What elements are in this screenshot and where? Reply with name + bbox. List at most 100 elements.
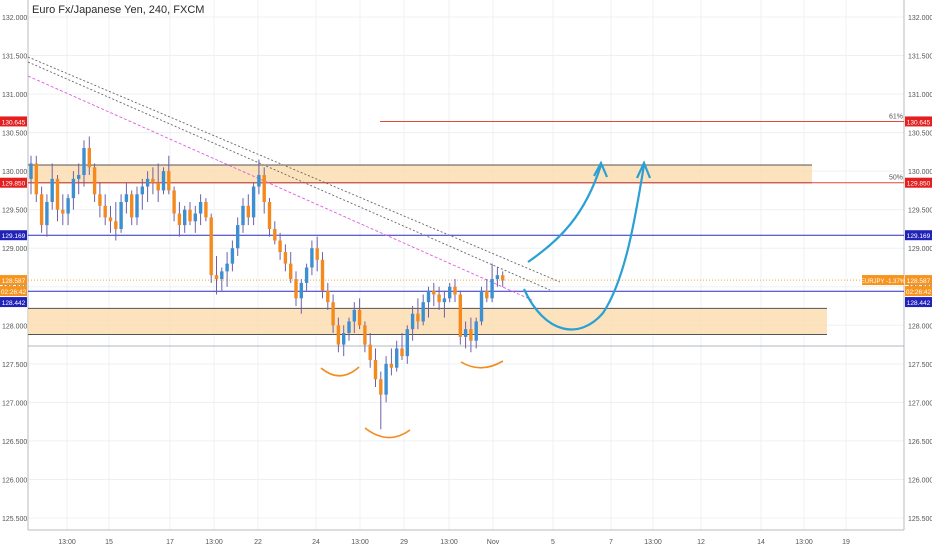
candle-body [193,213,197,222]
y-tick-label-right: 125.500 [908,516,932,523]
trendline-gray-2 [27,61,551,291]
y-tick-label-right: 129.000 [908,246,932,253]
fib-50-label: 50% [889,175,903,182]
candle-body [251,186,256,218]
head-arc [364,427,411,439]
left-price-tag-label: 130.645 [2,119,26,126]
candle-body [347,321,351,334]
candle-body [273,228,277,241]
x-tick-label: Nov [487,539,500,546]
y-tick-label-left: 130.500 [2,131,27,138]
candle-body [267,201,272,229]
candle-body [490,279,494,299]
candle-body [119,201,123,229]
candle-body [442,298,447,303]
projection-arrowhead-2 [636,160,652,179]
y-tick-label-left: 129.000 [2,246,27,253]
candle-body [416,313,420,322]
candle-body [156,182,160,191]
y-tick-label-left: 132.000 [2,15,27,22]
candle-body [257,175,261,187]
y-tick-label-right: 129.500 [908,208,932,215]
candle-body [188,209,192,222]
x-tick-label: 13:00 [440,539,458,546]
x-tick-label: 17 [166,539,174,546]
candle-body [326,290,330,303]
x-tick-label: 13:00 [644,539,662,546]
left-price-tag [0,297,27,308]
y-tick-label-left: 131.000 [2,92,27,99]
candle-body [55,178,60,210]
candle-body [448,286,452,299]
candle-body [161,171,166,191]
candle-body [299,282,303,299]
left-price-tag [0,286,27,297]
x-tick-label: 5 [551,539,555,546]
candle-body [405,329,409,357]
candle-body [262,175,266,202]
candle-body [463,329,468,337]
candle-body [71,178,76,199]
candle-body [140,186,144,195]
candle-body [400,348,404,357]
candle-body [357,309,362,326]
right-price-tag-label: 128.587 [907,278,931,285]
candle-body [363,325,367,345]
projection-arrow-2 [522,164,646,331]
left-price-tag-label: 128.442 [2,300,26,307]
candle-body [34,163,38,195]
candle-body [151,178,155,183]
right-price-tag-label: 129.850 [907,181,931,188]
y-tick-label-right: 126.000 [908,477,932,484]
y-tick-label-right: 132.000 [908,15,932,22]
right-price-tag [905,116,932,127]
candle-body [310,248,314,268]
y-tick-label-right: 128.000 [908,323,932,330]
y-tick-label-left: 125.500 [2,516,27,523]
y-tick-label-right: 130.000 [908,169,932,176]
y-tick-label-left: 127.500 [2,362,27,369]
x-tick-label: 13:00 [795,539,813,546]
y-tick-label-right: 127.500 [908,362,932,369]
projection-arrowhead-1 [593,160,609,178]
candle-body [225,263,229,272]
candle-body [384,363,388,395]
right-price-tag [905,286,932,297]
candle-body [39,194,44,226]
candle-body [29,163,33,179]
left-price-tag [0,177,27,188]
x-tick-label: 22 [254,539,262,546]
candle-body [304,267,309,283]
y-tick-label-left: 128.000 [2,323,27,330]
right-price-tag-label: 02:26:42 [906,289,932,296]
right-price-tag [905,297,932,308]
right-price-tag-label: 129.169 [907,233,931,240]
candle-body [294,279,298,299]
candle-body [315,248,319,260]
candle-body [92,167,97,195]
candle-body [453,286,457,295]
y-tick-label-left: 127.000 [2,400,27,407]
candle-body [45,201,49,226]
candle-body [368,344,372,360]
x-tick-label: 19 [842,539,850,546]
candle-body [135,194,139,218]
upper-zone [28,164,812,183]
x-tick-label: 14 [757,539,765,546]
candle-body [373,359,378,380]
y-tick-label-left: 126.500 [2,439,27,446]
left-price-tag [0,116,27,127]
x-tick-label: 15 [105,539,113,546]
left-price-tag-label: 02:26:42 [1,289,27,296]
candle-body [421,302,425,322]
candle-body [167,171,171,191]
candle-body [103,205,107,218]
y-tick-label-right: 126.500 [908,439,932,446]
candle-body [469,329,473,341]
candle-body [209,217,213,276]
candle-body [485,290,489,299]
candle-body [66,198,70,214]
candle-body [283,252,288,264]
